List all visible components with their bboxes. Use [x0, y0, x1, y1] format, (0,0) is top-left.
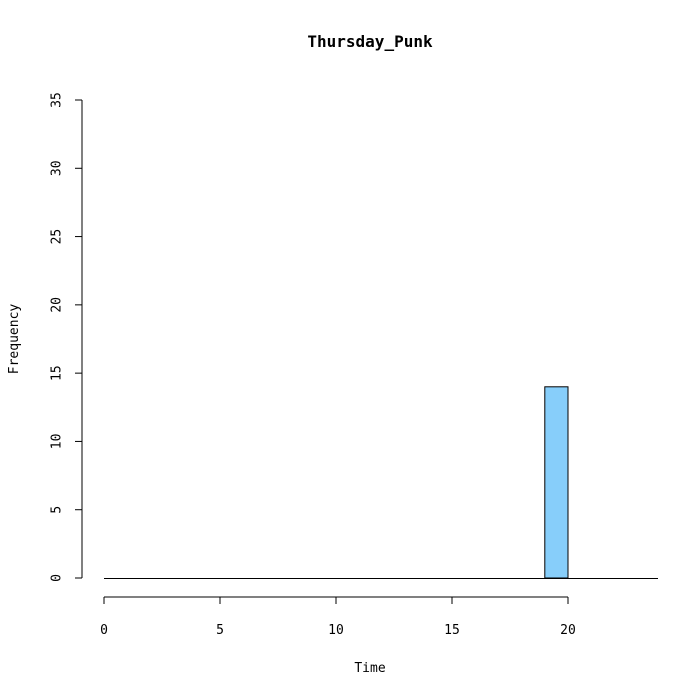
x-tick-label: 0 — [100, 623, 108, 638]
y-tick-label: 25 — [50, 229, 65, 245]
y-tick-label: 10 — [50, 434, 65, 450]
y-tick-label: 15 — [50, 365, 65, 381]
x-tick-label: 10 — [328, 623, 344, 638]
x-tick-label: 15 — [444, 623, 460, 638]
x-tick-label: 20 — [560, 623, 576, 638]
chart-title: Thursday_Punk — [307, 32, 433, 51]
y-tick-label: 35 — [50, 92, 65, 108]
y-tick-label: 30 — [50, 160, 65, 176]
x-axis: 0 5 10 15 20 — [100, 596, 576, 638]
y-tick-label: 20 — [50, 297, 65, 313]
x-tick-label: 5 — [216, 623, 224, 638]
histogram-bar — [544, 386, 569, 579]
y-axis: 0 5 10 15 20 25 30 35 — [50, 92, 83, 582]
y-axis-label: Frequency — [7, 304, 22, 375]
histogram-bars — [104, 386, 658, 579]
x-axis-label: Time — [354, 661, 385, 676]
y-tick-label: 5 — [50, 506, 65, 514]
y-tick-label: 0 — [50, 574, 65, 582]
